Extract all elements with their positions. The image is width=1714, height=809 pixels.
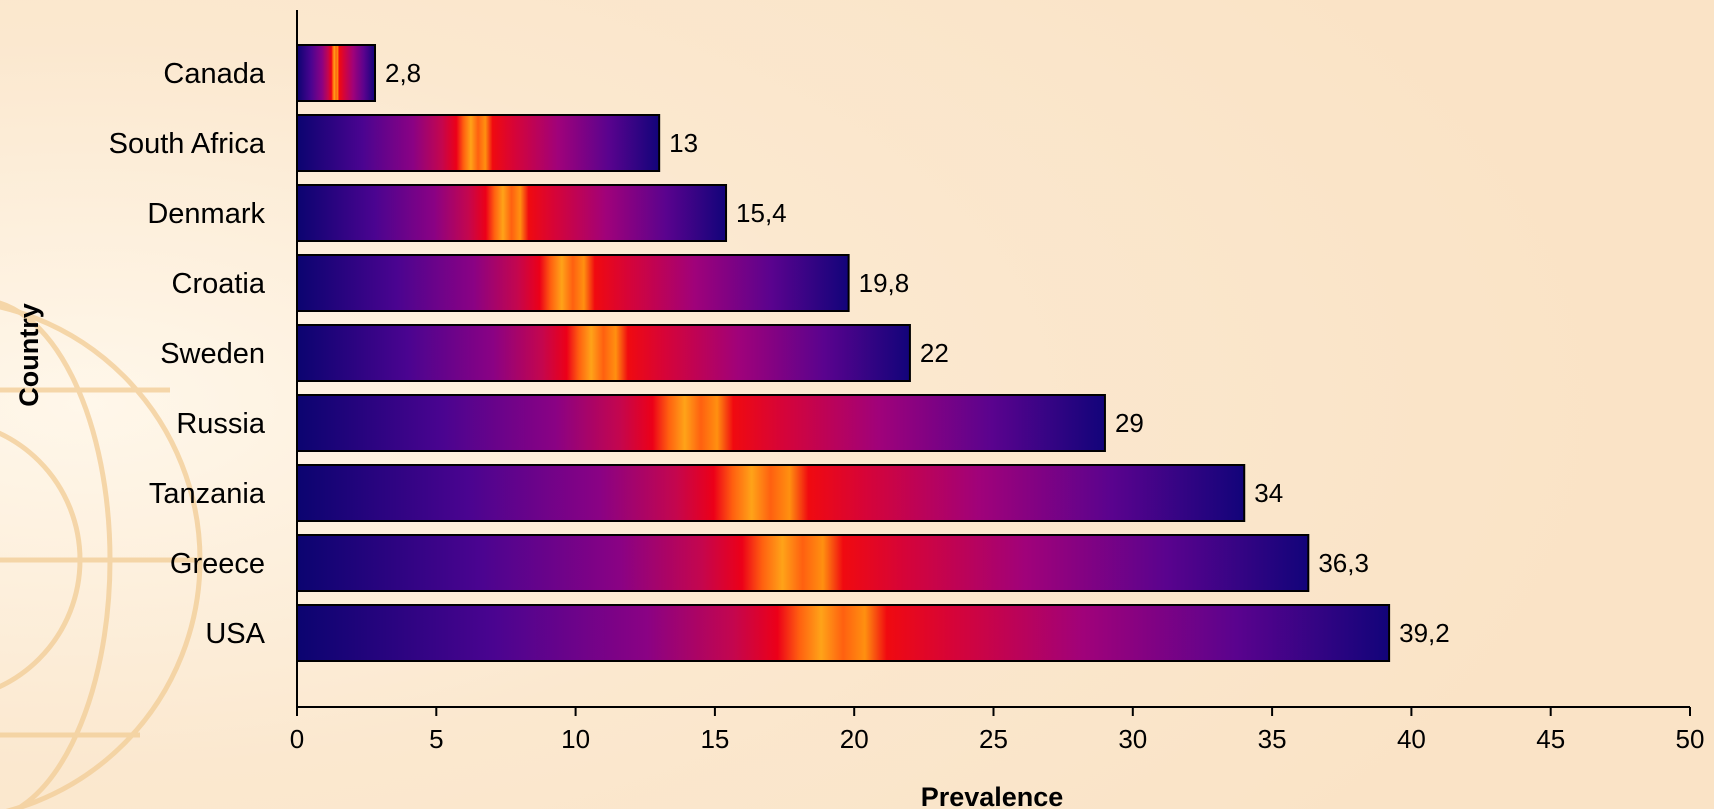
data-label: 22	[920, 338, 949, 368]
x-tick-label: 25	[979, 724, 1008, 754]
data-label: 34	[1254, 478, 1283, 508]
category-label: Croatia	[172, 268, 266, 300]
bar	[296, 254, 850, 312]
bars: Canada 2,8 South Africa 13 Denmark 15,4 Croati…	[109, 44, 1450, 662]
x-axis-title: Prevalence	[921, 782, 1064, 809]
bar	[296, 464, 1246, 522]
x-tick-label: 40	[1397, 724, 1426, 754]
bar	[296, 184, 728, 242]
bar	[296, 394, 1106, 452]
x-tick-label: 45	[1536, 724, 1565, 754]
x-tick-label: 20	[840, 724, 869, 754]
bar	[296, 114, 661, 172]
category-label: Russia	[176, 408, 266, 440]
bar	[296, 604, 1391, 662]
data-label: 13	[669, 128, 698, 158]
data-label: 2,8	[385, 58, 421, 88]
x-tick-label: 10	[561, 724, 590, 754]
x-tick-label: 30	[1118, 724, 1147, 754]
x-tick-label: 35	[1258, 724, 1287, 754]
x-axis-ticks: 0 5 10 15 20 25 30 35 40 45 50	[290, 707, 1705, 754]
x-tick-label: 15	[700, 724, 729, 754]
x-tick-label: 50	[1676, 724, 1705, 754]
category-label: Denmark	[147, 198, 265, 230]
y-axis-title: Country	[14, 303, 44, 407]
category-label: Tanzania	[149, 478, 266, 510]
data-label: 39,2	[1399, 618, 1450, 648]
data-label: 36,3	[1318, 548, 1369, 578]
category-label: Greece	[170, 548, 265, 580]
bar	[296, 44, 377, 102]
data-label: 29	[1115, 408, 1144, 438]
category-label: USA	[205, 618, 265, 650]
x-tick-label: 5	[429, 724, 443, 754]
category-label: Canada	[163, 58, 265, 90]
category-label: South Africa	[109, 128, 266, 160]
category-label: Sweden	[160, 338, 265, 370]
bar	[296, 324, 911, 382]
x-tick-label: 0	[290, 724, 304, 754]
data-label: 15,4	[736, 198, 787, 228]
bar	[296, 534, 1310, 592]
data-label: 19,8	[859, 268, 910, 298]
